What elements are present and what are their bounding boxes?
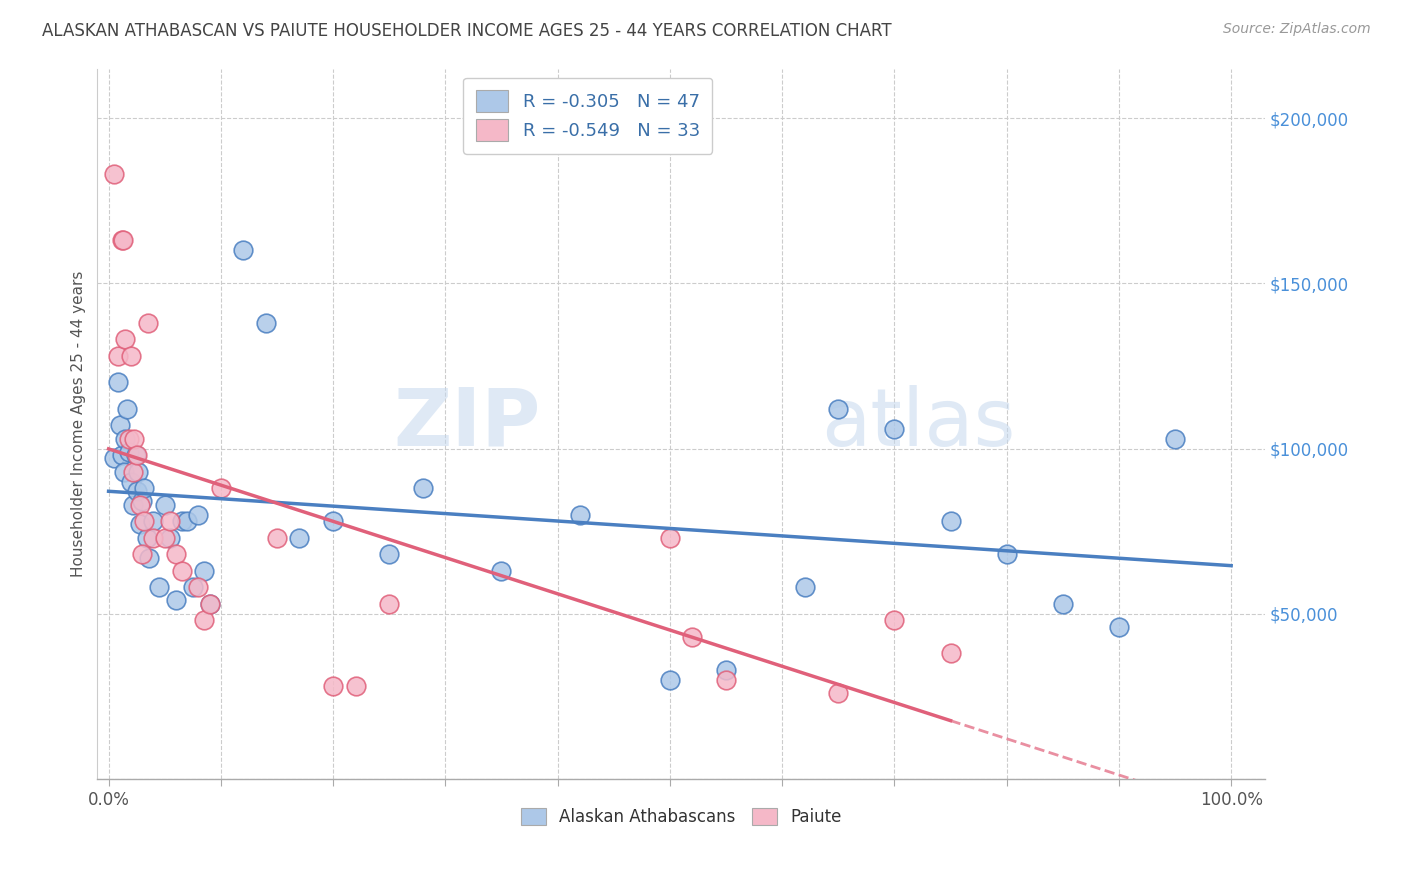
Point [827,401,849,416]
Point [176,514,198,528]
Point [209,481,232,495]
Point [134,481,156,495]
Point [135,531,157,545]
Point [120,349,142,363]
Point [1164,432,1187,446]
Point [266,531,288,545]
Point [107,349,129,363]
Point [193,564,215,578]
Point [129,517,152,532]
Point [122,465,145,479]
Point [131,547,153,561]
Y-axis label: Householder Income Ages 25 - 44 years: Householder Income Ages 25 - 44 years [72,270,86,577]
Point [115,401,138,416]
Point [112,233,135,247]
Point [114,333,136,347]
Point [995,547,1018,561]
Point [569,508,592,522]
Point [148,580,170,594]
Point [939,646,962,660]
Point [108,418,131,433]
Point [883,422,905,436]
Text: ZIP: ZIP [394,384,541,463]
Point [124,448,146,462]
Point [491,564,513,578]
Legend: Alaskan Athabascans, Paiute: Alaskan Athabascans, Paiute [512,800,851,835]
Point [170,514,193,528]
Point [793,580,815,594]
Point [165,547,187,561]
Point [1052,597,1074,611]
Point [187,508,209,522]
Point [103,451,125,466]
Text: Source: ZipAtlas.com: Source: ZipAtlas.com [1223,22,1371,37]
Point [131,494,153,508]
Point [118,432,141,446]
Point [153,498,176,512]
Point [129,498,152,512]
Point [198,597,221,611]
Point [658,673,681,687]
Point [181,580,204,594]
Point [714,673,737,687]
Point [142,514,165,528]
Point [112,465,135,479]
Point [111,233,134,247]
Point [939,514,962,528]
Point [1108,620,1130,634]
Point [127,465,149,479]
Point [681,630,703,644]
Point [170,564,193,578]
Point [124,432,146,446]
Point [136,316,159,330]
Point [658,531,681,545]
Point [412,481,434,495]
Point [122,498,145,512]
Point [344,680,367,694]
Point [138,550,160,565]
Point [125,484,148,499]
Point [232,244,254,258]
Point [153,531,176,545]
Point [114,432,136,446]
Point [254,316,277,330]
Point [187,580,209,594]
Point [322,514,344,528]
Point [125,448,148,462]
Point [159,531,181,545]
Point [142,531,165,545]
Point [134,514,156,528]
Point [118,445,141,459]
Point [378,547,401,561]
Text: atlas: atlas [821,384,1015,463]
Point [714,663,737,677]
Point [165,593,187,607]
Point [107,376,129,390]
Point [827,686,849,700]
Point [120,475,142,489]
Point [193,613,215,627]
Point [378,597,401,611]
Text: ALASKAN ATHABASCAN VS PAIUTE HOUSEHOLDER INCOME AGES 25 - 44 YEARS CORRELATION C: ALASKAN ATHABASCAN VS PAIUTE HOUSEHOLDER… [42,22,891,40]
Point [288,531,311,545]
Point [322,680,344,694]
Point [198,597,221,611]
Point [111,448,134,462]
Point [159,514,181,528]
Point [883,613,905,627]
Point [103,167,125,181]
